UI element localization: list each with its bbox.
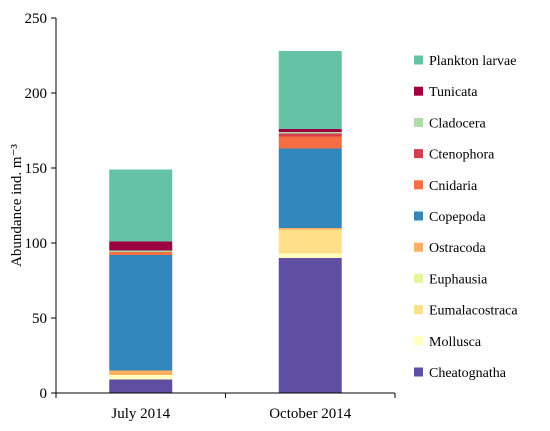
y-tick-label: 50 [32, 311, 47, 327]
legend-swatch [414, 86, 423, 96]
legend-label: Cnidaria [429, 179, 478, 194]
bar-segment [278, 228, 342, 230]
legend-swatch [414, 242, 423, 252]
bar-segment [278, 133, 342, 137]
legend-swatch [414, 305, 423, 315]
bar-segment [278, 129, 342, 132]
bar-segment [109, 375, 173, 380]
y-tick-label: 200 [25, 86, 48, 102]
y-tick-label: 150 [25, 161, 48, 177]
legend-label: Euphausia [429, 272, 488, 287]
bar-segment [109, 379, 173, 393]
bar-segment [278, 253, 342, 258]
bar-segment [109, 252, 173, 255]
legend-swatch [414, 117, 423, 127]
bar-segment [109, 250, 173, 252]
legend-swatch [414, 149, 423, 159]
bar-segment [278, 51, 342, 129]
bar-segment [109, 255, 173, 371]
legend-swatch [414, 211, 423, 221]
legend-label: Ctenophora [429, 148, 495, 163]
legend-label: Plankton larvae [429, 54, 516, 69]
legend-swatch [414, 55, 423, 65]
x-tick-label: October 2014 [269, 406, 352, 422]
x-ticks: July 2014 October 2014 [55, 393, 396, 422]
y-tick-label: 100 [25, 236, 48, 252]
bar-segment [278, 229, 342, 254]
legend-label: Eumalacostraca [429, 304, 518, 319]
legend-swatch [414, 367, 423, 377]
bar-segment [109, 241, 173, 251]
bar-segment [278, 132, 342, 134]
legend-label: Ostracoda [429, 241, 487, 256]
y-axis-title: Abundance ind. m⁻³ [9, 144, 25, 267]
legend-swatch [414, 180, 423, 190]
y-ticks: 0 50 100 150 200 250 [25, 11, 56, 402]
legend-label: Cladocera [429, 116, 487, 131]
bar-segment [278, 136, 342, 149]
y-tick-label: 0 [40, 386, 48, 402]
bar-segment [278, 148, 342, 228]
legend-swatch [414, 336, 423, 346]
legend-label: Tunicata [429, 85, 478, 100]
y-tick-label: 250 [25, 11, 48, 27]
legend-label: Mollusca [429, 335, 482, 350]
bars-group [109, 51, 342, 393]
legend: Plankton larvae Tunicata Cladocera Ctenopho… [414, 54, 518, 381]
x-tick-label: July 2014 [111, 406, 170, 422]
legend-label: Copepoda [429, 210, 487, 225]
legend-swatch [414, 273, 423, 283]
bar-segment [109, 169, 173, 242]
bar-segment [278, 258, 342, 393]
bar-segment [109, 370, 173, 375]
legend-label: Cheatognatha [429, 366, 507, 381]
